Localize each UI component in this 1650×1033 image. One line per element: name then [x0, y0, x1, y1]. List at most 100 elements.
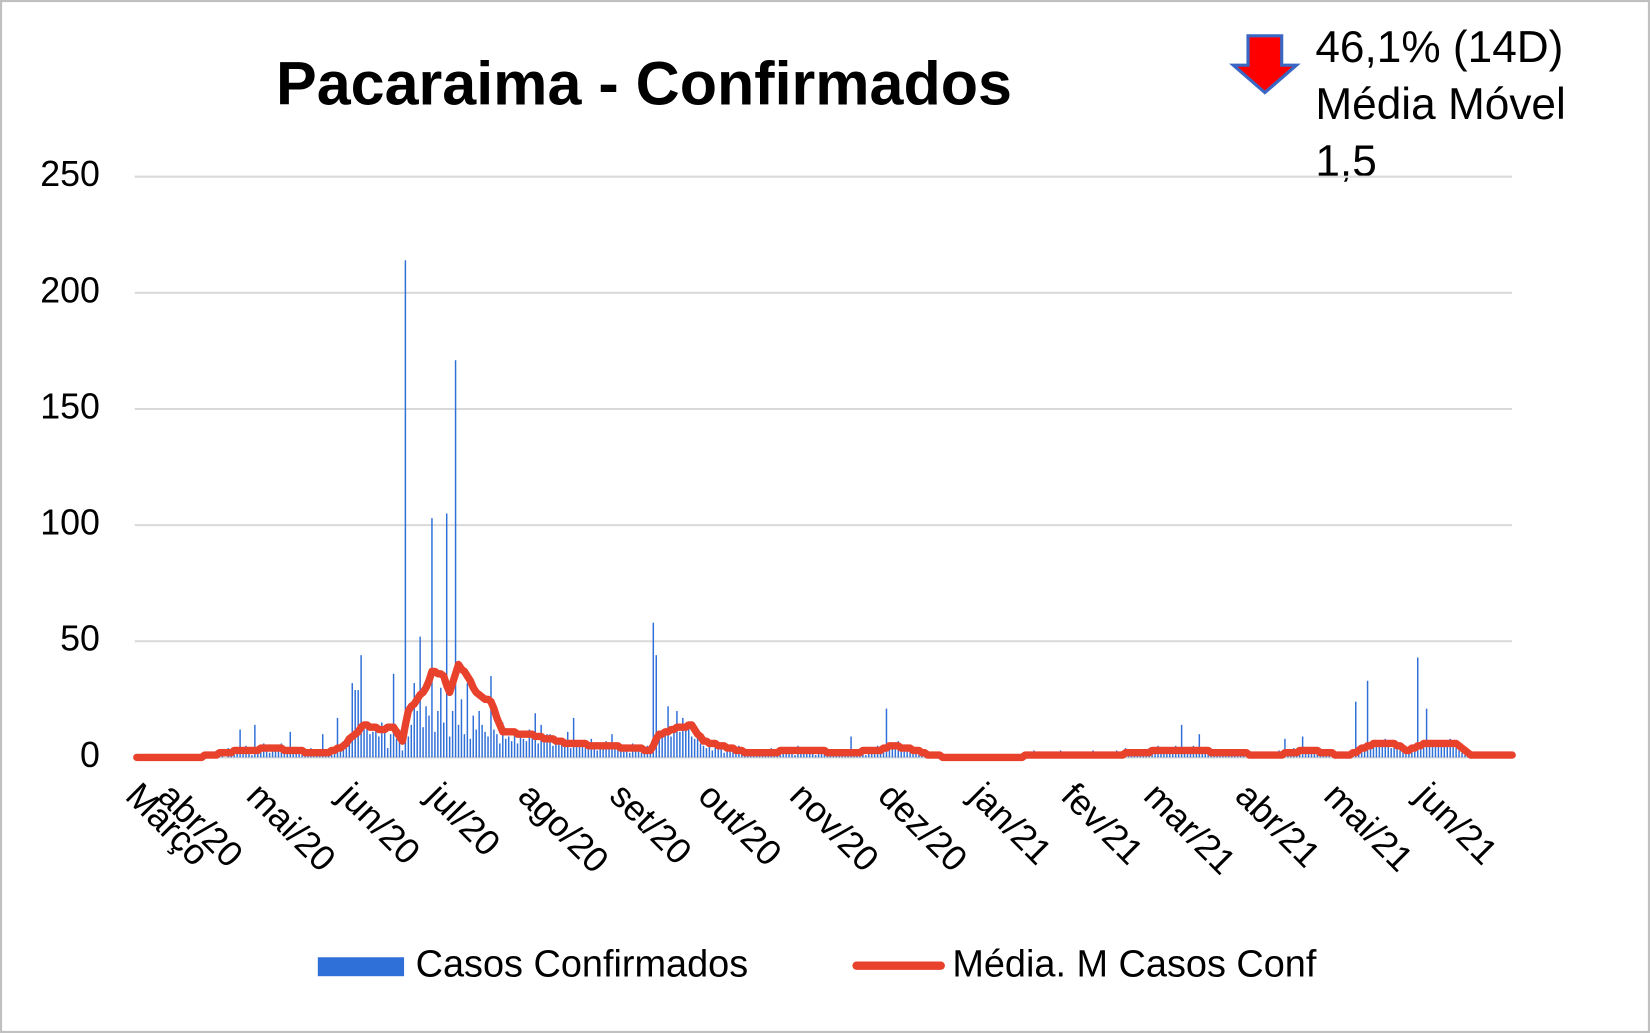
bar	[504, 738, 507, 758]
bar	[1396, 745, 1398, 758]
bar	[437, 710, 439, 758]
bar	[239, 729, 241, 758]
bar	[1443, 743, 1446, 758]
bar	[673, 727, 675, 758]
bar	[561, 743, 563, 758]
bar	[372, 731, 374, 758]
bar	[814, 755, 817, 758]
chart-title: Pacaraima - Confirmados	[276, 49, 1012, 117]
bar	[811, 752, 814, 758]
bar	[552, 745, 554, 758]
bar	[900, 750, 902, 758]
bar	[268, 752, 271, 758]
bar	[1180, 724, 1183, 758]
bar	[289, 731, 292, 758]
annotation-text: 1,5	[1315, 137, 1376, 186]
bar	[537, 743, 539, 758]
bar	[366, 724, 368, 758]
bar	[283, 752, 286, 758]
bar	[885, 708, 888, 758]
bar	[711, 750, 714, 758]
bar	[1434, 743, 1437, 758]
bar	[912, 752, 914, 758]
bar	[1414, 750, 1416, 758]
bar	[487, 736, 489, 758]
bar	[602, 748, 604, 758]
bar	[445, 513, 448, 758]
bar	[1183, 752, 1186, 758]
bar	[265, 750, 268, 758]
bar	[454, 360, 457, 758]
bar	[581, 741, 584, 758]
bar	[626, 748, 628, 758]
bar	[398, 729, 401, 758]
bar	[516, 743, 519, 758]
bar	[679, 731, 681, 758]
bar	[658, 738, 660, 758]
bar	[301, 755, 303, 758]
bar	[1355, 701, 1357, 758]
bar	[1198, 734, 1201, 758]
bar	[466, 683, 469, 758]
bar	[634, 750, 637, 758]
bar	[416, 710, 418, 758]
bar	[413, 683, 415, 758]
bar	[345, 748, 348, 758]
moving-average-line	[133, 660, 1516, 762]
bar	[652, 622, 655, 758]
bar	[1204, 752, 1206, 758]
bar	[254, 724, 256, 758]
bar	[375, 727, 377, 758]
bar	[251, 755, 253, 758]
bar	[448, 736, 451, 758]
bar	[1422, 748, 1425, 758]
bar	[336, 717, 339, 758]
legend-label: Casos Confirmados	[416, 944, 749, 986]
bar	[1381, 745, 1384, 758]
bar	[637, 748, 640, 758]
bar	[794, 755, 796, 758]
bar	[696, 734, 699, 758]
bar	[558, 741, 560, 758]
bar	[531, 736, 534, 758]
y-tick-label: 150	[40, 386, 100, 426]
bar	[655, 655, 657, 758]
bar	[472, 715, 475, 758]
bar	[525, 741, 528, 758]
bar	[392, 673, 395, 758]
bar	[484, 731, 486, 758]
bar	[714, 745, 717, 758]
bar	[1440, 741, 1443, 758]
bar	[1384, 738, 1387, 758]
bar	[735, 752, 737, 758]
bar	[690, 736, 693, 758]
bar	[1405, 752, 1407, 758]
bar	[599, 743, 601, 758]
bar	[661, 734, 663, 758]
bar	[708, 741, 711, 758]
bar	[1375, 741, 1378, 758]
bar	[593, 745, 596, 758]
bar	[354, 690, 356, 758]
bar	[242, 752, 244, 758]
bar	[909, 750, 911, 758]
legend-swatch	[317, 957, 405, 977]
bar	[404, 260, 407, 758]
bar	[1449, 738, 1451, 758]
annotation-text: Média Móvel	[1315, 80, 1565, 129]
bar	[425, 706, 427, 758]
bar	[1154, 752, 1156, 758]
bar	[1366, 680, 1369, 758]
bar	[410, 724, 413, 758]
bar	[257, 752, 259, 758]
bar	[720, 743, 722, 758]
bar	[378, 736, 380, 758]
bar	[369, 734, 371, 758]
bar	[351, 683, 353, 758]
bar	[543, 738, 545, 758]
bar	[894, 748, 897, 758]
bar	[451, 710, 454, 758]
bar	[587, 743, 590, 758]
bar	[469, 738, 472, 758]
